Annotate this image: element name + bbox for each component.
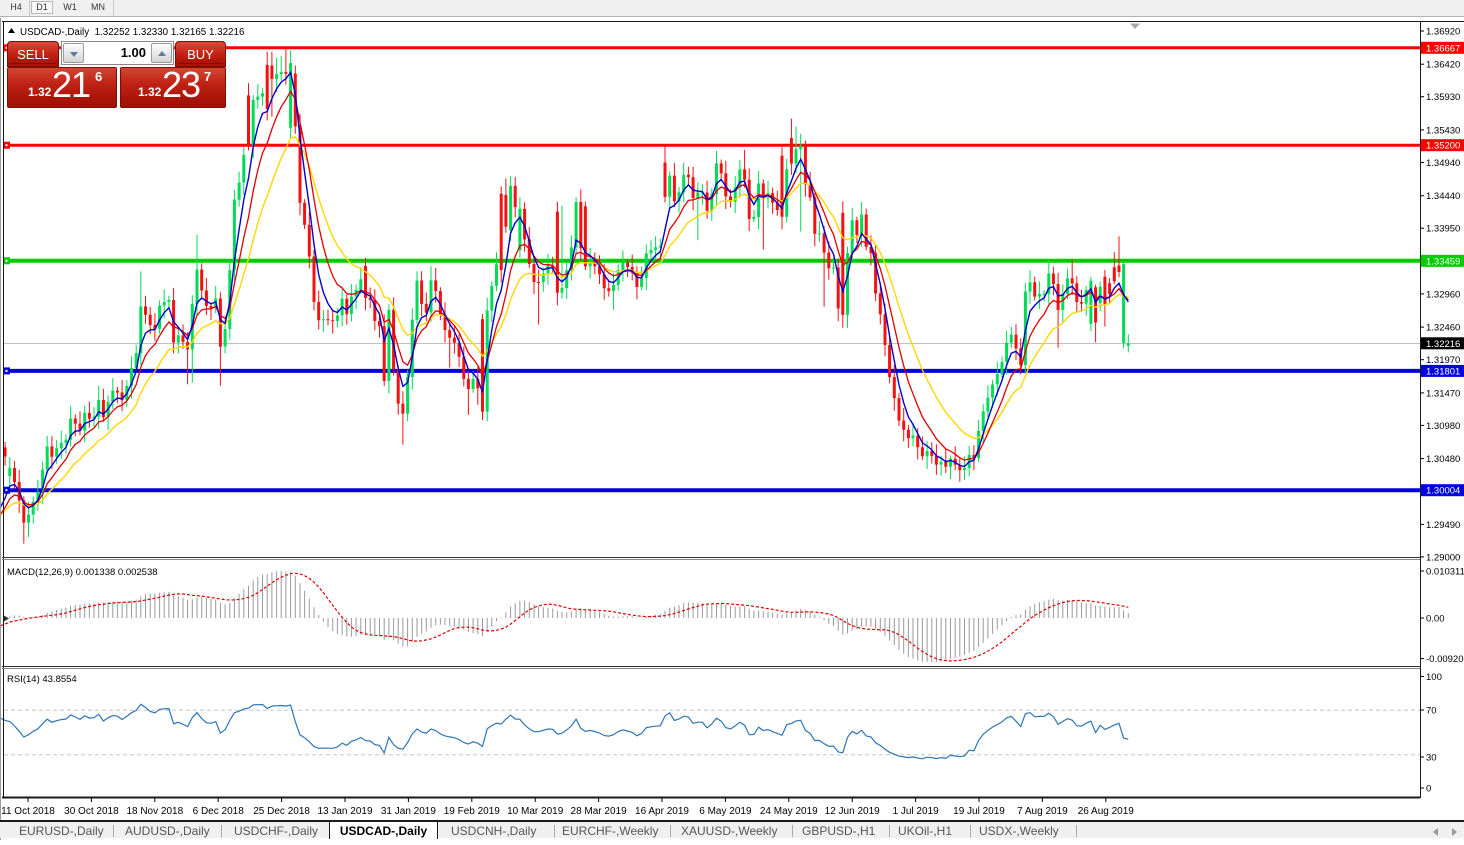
svg-text:1.36920: 1.36920 bbox=[1426, 27, 1460, 38]
svg-text:30 Oct 2018: 30 Oct 2018 bbox=[64, 806, 119, 817]
svg-text:7 Aug 2019: 7 Aug 2019 bbox=[1017, 806, 1068, 817]
svg-text:1.36667: 1.36667 bbox=[1426, 43, 1460, 54]
svg-text:100: 100 bbox=[1426, 672, 1442, 683]
svg-text:24 May 2019: 24 May 2019 bbox=[760, 806, 818, 817]
svg-text:1.29490: 1.29490 bbox=[1426, 520, 1460, 531]
svg-text:1.34940: 1.34940 bbox=[1426, 158, 1460, 169]
svg-text:1.36420: 1.36420 bbox=[1426, 60, 1460, 71]
svg-text:11 Oct 2018: 11 Oct 2018 bbox=[1, 806, 55, 817]
svg-text:RSI(14) 43.8554: RSI(14) 43.8554 bbox=[7, 674, 77, 685]
svg-text:19 Feb 2019: 19 Feb 2019 bbox=[444, 806, 501, 817]
svg-text:16 Apr 2019: 16 Apr 2019 bbox=[635, 806, 689, 817]
svg-text:18 Nov 2018: 18 Nov 2018 bbox=[126, 806, 183, 817]
svg-text:-0.009203: -0.009203 bbox=[1426, 654, 1464, 665]
svg-text:1.35430: 1.35430 bbox=[1426, 125, 1460, 136]
svg-text:1.30480: 1.30480 bbox=[1426, 454, 1460, 465]
svg-text:1.31470: 1.31470 bbox=[1426, 388, 1460, 399]
svg-text:70: 70 bbox=[1426, 706, 1437, 717]
svg-text:30: 30 bbox=[1426, 753, 1437, 764]
svg-text:28 Mar 2019: 28 Mar 2019 bbox=[571, 806, 628, 817]
svg-text:1.35930: 1.35930 bbox=[1426, 92, 1460, 103]
svg-text:19 Jul 2019: 19 Jul 2019 bbox=[953, 806, 1005, 817]
svg-text:1.31970: 1.31970 bbox=[1426, 355, 1460, 366]
svg-text:USDCAD-,Daily 1.32252 1.32330: USDCAD-,Daily 1.32252 1.32330 1.32165 1.… bbox=[20, 27, 245, 38]
svg-text:1.33950: 1.33950 bbox=[1426, 224, 1460, 235]
svg-text:1.32960: 1.32960 bbox=[1426, 289, 1460, 300]
svg-text:MACD(12,26,9) 0.001338 0.00253: MACD(12,26,9) 0.001338 0.002538 bbox=[7, 567, 158, 578]
svg-text:6 May 2019: 6 May 2019 bbox=[699, 806, 752, 817]
svg-text:0.010311: 0.010311 bbox=[1426, 567, 1464, 578]
svg-text:1.31801: 1.31801 bbox=[1426, 366, 1460, 377]
svg-text:0.00: 0.00 bbox=[1426, 614, 1445, 625]
svg-text:26 Aug 2019: 26 Aug 2019 bbox=[1078, 806, 1135, 817]
svg-text:1.34440: 1.34440 bbox=[1426, 191, 1460, 202]
svg-text:31 Jan 2019: 31 Jan 2019 bbox=[381, 806, 436, 817]
svg-text:1.30004: 1.30004 bbox=[1426, 486, 1460, 497]
svg-text:1.35200: 1.35200 bbox=[1426, 141, 1460, 152]
svg-text:1.32216: 1.32216 bbox=[1426, 339, 1460, 350]
svg-text:1.32460: 1.32460 bbox=[1426, 323, 1460, 334]
svg-text:25 Dec 2018: 25 Dec 2018 bbox=[253, 806, 310, 817]
svg-text:13 Jan 2019: 13 Jan 2019 bbox=[317, 806, 372, 817]
svg-text:6 Dec 2018: 6 Dec 2018 bbox=[193, 806, 245, 817]
svg-text:0: 0 bbox=[1426, 784, 1431, 795]
svg-text:1.33459: 1.33459 bbox=[1426, 256, 1460, 267]
svg-text:1.29000: 1.29000 bbox=[1426, 552, 1460, 563]
svg-text:12 Jun 2019: 12 Jun 2019 bbox=[825, 806, 880, 817]
svg-text:1 Jul 2019: 1 Jul 2019 bbox=[893, 806, 940, 817]
svg-text:1.30980: 1.30980 bbox=[1426, 421, 1460, 432]
svg-text:10 Mar 2019: 10 Mar 2019 bbox=[507, 806, 564, 817]
